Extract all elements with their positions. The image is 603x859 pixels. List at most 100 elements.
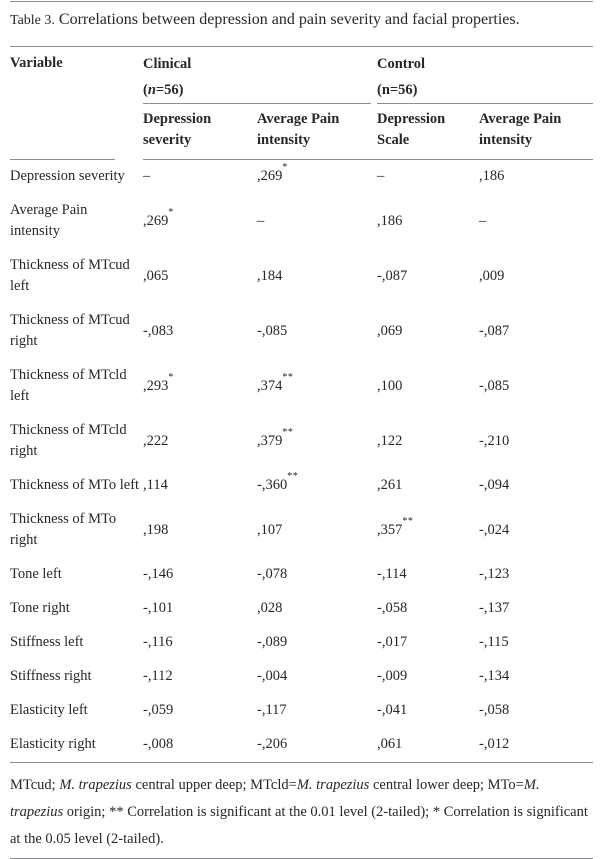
table-row: Stiffness left -,116 -,089 -,017 -,115 [10, 626, 593, 660]
table-cell: -,085 [479, 377, 510, 394]
column-gap [115, 194, 143, 249]
column-header-depression-scale: Depression Scale [377, 103, 479, 160]
table-cell: -,116 [143, 634, 173, 650]
table-cell: -,210 [479, 432, 510, 449]
table-row: Thickness of MTo left ,114 -,360** ,261 -,09… [10, 469, 593, 503]
table-cell: -,059 [143, 702, 174, 718]
table-cell: -,017 [377, 634, 408, 650]
table-row: Elasticity right -,008 -,206 ,061 -,012 [10, 728, 593, 762]
table-cell: -,134 [479, 668, 510, 684]
table-row: Thickness of MTcud left ,065 ,184 -,087 ,009 [10, 249, 593, 304]
row-label: Thickness of MTcld right [10, 422, 127, 459]
row-label: Thickness of MTcld left [10, 367, 127, 404]
table-cell: ,009 [479, 267, 505, 284]
top-divider [10, 1, 593, 2]
table-row: Thickness of MTo right ,198 ,107 ,357** -,024 [10, 503, 593, 558]
table-row: Thickness of MTcld right ,222 ,379** ,122 -,2… [10, 414, 593, 469]
table-cell: -,101 [143, 600, 174, 616]
column-gap [115, 626, 143, 660]
row-label: Depression severity [10, 168, 125, 184]
table-row: Tone right -,101 ,028 -,058 -,137 [10, 592, 593, 626]
table-number: Table 3. [10, 13, 55, 28]
table-cell: -,089 [257, 634, 288, 650]
table-cell: ,379** [257, 426, 294, 449]
table-cell: – [377, 168, 385, 184]
row-label: Elasticity left [10, 702, 88, 718]
table-cell: -,058 [479, 702, 510, 718]
sub-header-row: Depression severity Average Pain intensity… [10, 103, 594, 160]
table-cell: ,186 [377, 212, 403, 229]
table-cell: ,357** [377, 515, 414, 538]
table-cell: ,114 [143, 477, 168, 493]
table-cell: ,122 [377, 432, 403, 449]
table-cell: -,114 [377, 566, 407, 582]
table-cell: -,024 [479, 521, 510, 538]
table-cell: -,058 [377, 600, 408, 616]
column-gap [115, 592, 143, 626]
table-cell: ,293* [143, 371, 174, 394]
table-cell: ,198 [143, 521, 169, 538]
table-cell: -,115 [479, 634, 509, 650]
table-cell: ,100 [377, 377, 403, 394]
column-gap [115, 728, 143, 762]
table-cell: ,186 [479, 168, 505, 184]
row-label: Thickness of MTcud right [10, 312, 130, 349]
table-cell: -,087 [479, 322, 510, 339]
table-cell: – [143, 168, 151, 184]
table-cell: – [479, 212, 487, 229]
column-header-variable: Variable [10, 47, 115, 160]
table-cell: ,065 [143, 267, 169, 284]
column-gap [115, 694, 143, 728]
row-label: Tone right [10, 600, 70, 616]
table-cell: -,009 [377, 668, 408, 684]
table-cell: -,012 [479, 736, 510, 752]
caption-divider [10, 46, 593, 47]
table-cell: ,374** [257, 371, 294, 394]
table-cell: ,107 [257, 521, 283, 538]
table-cell: -,008 [143, 736, 174, 752]
table-cell: ,061 [377, 736, 403, 752]
table-row: Thickness of MTcld left ,293* ,374** ,100 -,0… [10, 359, 593, 414]
table-cell: ,261 [377, 477, 403, 493]
table-bottom-divider [10, 762, 593, 763]
correlations-table: Variable Clinical (n=56) Control (n=56) De… [10, 47, 594, 762]
table-caption-text: Correlations between depression and pain… [58, 11, 520, 28]
row-label: Thickness of MTcud left [10, 257, 130, 294]
column-gap [115, 47, 143, 160]
group-clinical-n: (n=56) [143, 82, 184, 98]
column-header-depression-severity: Depression severity [143, 103, 257, 160]
column-gap [115, 503, 143, 558]
table-cell: -,085 [257, 322, 288, 339]
table-row: Elasticity left -,059 -,117 -,041 -,058 [10, 694, 593, 728]
group-control-label: Control [377, 56, 426, 72]
table-row: Tone left -,146 -,078 -,114 -,123 [10, 558, 593, 592]
table-cell: -,041 [377, 702, 408, 718]
table-row: Thickness of MTcud right -,083 -,085 ,069 -,0… [10, 304, 593, 359]
table-caption: Table 3. Correlations between depression… [10, 2, 593, 46]
table-row: Stiffness right -,112 -,004 -,009 -,134 [10, 660, 593, 694]
row-label: Elasticity right [10, 736, 96, 752]
table-row: Average Pain intensity ,269* – ,186 – [10, 194, 593, 249]
table-cell: -,087 [377, 267, 408, 284]
column-gap [115, 558, 143, 592]
table-cell: -,117 [257, 702, 287, 718]
column-header-avg-pain-intensity-control: Average Pain intensity [479, 103, 594, 160]
column-gap [115, 660, 143, 694]
group-header-row: Variable Clinical (n=56) Control (n=56) [10, 47, 594, 160]
table-cell: – [257, 212, 265, 229]
row-label: Average Pain intensity [10, 202, 88, 239]
table-row: Depression severity – ,269* – ,186 [10, 160, 593, 195]
table-cell: -,004 [257, 668, 288, 684]
table-footnote: MTcud; M. trapezius central upper deep; … [10, 777, 588, 847]
table-cell: ,184 [257, 267, 283, 284]
table-cell: -,360** [257, 471, 299, 493]
row-label: Stiffness left [10, 634, 84, 650]
row-label: Tone left [10, 566, 62, 582]
table-cell: -,094 [479, 477, 510, 493]
table-cell: ,269* [257, 162, 288, 184]
table-cell: ,269* [143, 206, 174, 229]
group-clinical-label: Clinical [143, 56, 192, 72]
column-header-avg-pain-intensity-clinical: Average Pain intensity [257, 103, 371, 160]
table-cell: -,146 [143, 566, 174, 582]
